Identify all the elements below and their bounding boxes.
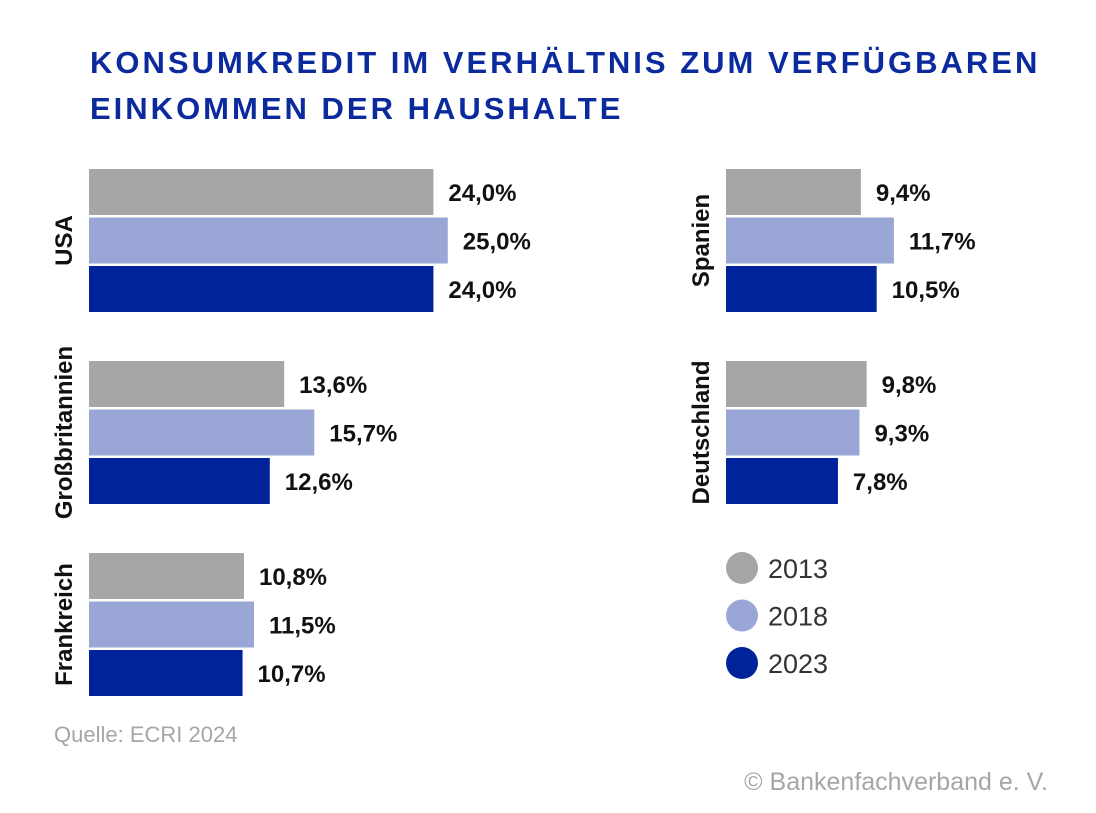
bar-value-label: 13,6% xyxy=(299,372,367,399)
country-label-deutschland: Deutschland xyxy=(688,360,715,504)
legend-swatch-2013 xyxy=(726,552,758,584)
bar-deutschland-2023 xyxy=(726,458,838,504)
source-note: Quelle: ECRI 2024 xyxy=(54,722,238,747)
bar-value-label: 9,8% xyxy=(882,372,937,399)
bar-value-label: 24,0% xyxy=(448,277,516,304)
group-spanien: 9,4% 11,7% 10,5% Spanien xyxy=(688,169,976,312)
bar-value-label: 7,8% xyxy=(853,469,908,496)
group-grossbritannien: 13,6% 15,7% 12,6% Großbritannien xyxy=(51,346,397,519)
group-usa: 24,0% 25,0% 24,0% USA xyxy=(51,169,531,312)
group-deutschland: 9,8% 9,3% 7,8% Deutschland xyxy=(688,360,936,504)
bar-grossbritannien-2023 xyxy=(89,458,270,504)
group-frankreich: 10,8% 11,5% 10,7% Frankreich xyxy=(51,553,336,696)
bar-spanien-2018 xyxy=(726,217,894,264)
bar-value-label: 10,8% xyxy=(259,564,327,591)
bar-deutschland-2018 xyxy=(726,409,860,456)
bar-frankreich-2013 xyxy=(89,553,244,599)
bar-value-label: 9,3% xyxy=(874,421,929,448)
country-label-spanien: Spanien xyxy=(688,194,715,287)
legend-swatch-2023 xyxy=(726,647,758,679)
copyright-note: © Bankenfachverband e. V. xyxy=(744,768,1048,796)
bar-value-label: 11,7% xyxy=(909,229,976,256)
chart-title-line-1: KONSUMKREDIT IM VERHÄLTNIS ZUM VERFÜGBAR… xyxy=(90,45,1041,80)
bar-deutschland-2013 xyxy=(726,361,867,407)
legend-label-2018: 2018 xyxy=(768,602,828,632)
legend-label-2023: 2023 xyxy=(768,649,828,679)
bar-frankreich-2018 xyxy=(89,601,255,648)
legend: 2013 2018 2023 xyxy=(726,552,828,679)
bar-value-label: 12,6% xyxy=(285,469,353,496)
chart-title-line-2: EINKOMMEN DER HAUSHALTE xyxy=(90,91,624,126)
legend-label-2013: 2013 xyxy=(768,554,828,584)
country-label-grossbritannien: Großbritannien xyxy=(51,346,78,519)
bar-value-label: 11,5% xyxy=(269,613,336,640)
bar-value-label: 15,7% xyxy=(329,421,397,448)
bar-usa-2023 xyxy=(89,266,434,312)
bar-usa-2018 xyxy=(89,217,448,264)
bar-value-label: 25,0% xyxy=(463,229,531,256)
bar-grossbritannien-2013 xyxy=(89,361,285,407)
chart-title: KONSUMKREDIT IM VERHÄLTNIS ZUM VERFÜGBAR… xyxy=(90,40,1040,132)
bar-value-label: 10,7% xyxy=(258,661,326,688)
bar-value-label: 9,4% xyxy=(876,180,931,207)
bar-value-label: 10,5% xyxy=(892,277,960,304)
bar-spanien-2023 xyxy=(726,266,877,312)
bar-grossbritannien-2018 xyxy=(89,409,315,456)
bar-frankreich-2023 xyxy=(89,650,243,696)
bar-spanien-2013 xyxy=(726,169,861,215)
bar-usa-2013 xyxy=(89,169,434,215)
legend-swatch-2018 xyxy=(726,599,758,632)
country-label-frankreich: Frankreich xyxy=(51,563,78,686)
bar-value-label: 24,0% xyxy=(448,180,516,207)
country-label-usa: USA xyxy=(51,215,78,266)
